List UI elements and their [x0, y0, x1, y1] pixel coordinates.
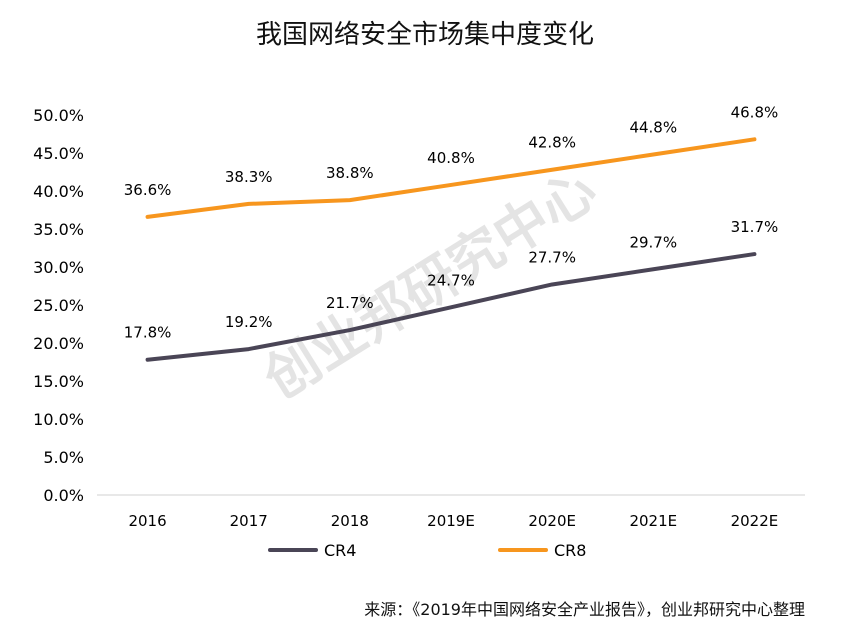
axes: 0.0% 5.0% 10.0% 15.0% 20.0% 25.0% 30.0% 35.0% 40… — [33, 106, 805, 530]
y-tick-label: 50.0% — [33, 106, 84, 125]
x-tick-label: 2020E — [528, 512, 576, 530]
y-tick-label: 45.0% — [33, 144, 84, 163]
y-tick-label: 0.0% — [43, 486, 84, 505]
y-tick-label: 25.0% — [33, 296, 84, 315]
x-tick-label: 2019E — [427, 512, 475, 530]
data-label-cr4: 19.2% — [225, 313, 273, 331]
series-layer — [145, 137, 757, 362]
x-tick-label: 2016 — [128, 512, 166, 530]
legend: CR4 CR8 — [268, 541, 586, 560]
data-label-cr4: 31.7% — [731, 218, 779, 236]
data-label-cr8: 44.8% — [629, 119, 677, 137]
y-tick-label: 20.0% — [33, 334, 84, 353]
chart-title: 我国网络安全市场集中度变化 — [255, 20, 594, 50]
x-tick-label: 2017 — [230, 512, 268, 530]
legend-label-cr8: CR8 — [554, 541, 586, 560]
y-tick-label: 30.0% — [33, 258, 84, 277]
data-label-cr8: 36.6% — [124, 181, 172, 199]
data-label-cr8: 40.8% — [427, 149, 475, 167]
data-label-cr8: 38.3% — [225, 168, 273, 186]
x-tick-label: 2018 — [331, 512, 369, 530]
data-label-cr4: 27.7% — [528, 248, 576, 266]
data-label-cr8: 46.8% — [731, 103, 779, 121]
data-label-cr4: 17.8% — [124, 324, 172, 342]
y-tick-label: 5.0% — [43, 448, 84, 467]
y-tick-label: 10.0% — [33, 410, 84, 429]
x-tick-label: 2021E — [629, 512, 677, 530]
series-line-cr4 — [145, 252, 757, 362]
series-line-cr8 — [145, 137, 757, 219]
labels-layer: 17.8% 19.2% 21.7% 24.7% 27.7% 29.7% 31.7% 36.6%… — [124, 103, 779, 341]
data-label-cr4: 24.7% — [427, 271, 475, 289]
legend-label-cr4: CR4 — [324, 541, 356, 560]
y-tick-label: 35.0% — [33, 220, 84, 239]
data-label-cr8: 42.8% — [528, 134, 576, 152]
data-label-cr8: 38.8% — [326, 164, 374, 182]
source-note: 来源：《2019年中国网络安全产业报告》，创业邦研究中心整理 — [364, 600, 805, 619]
y-tick-label: 15.0% — [33, 372, 84, 391]
y-tick-label: 40.0% — [33, 182, 84, 201]
data-label-cr4: 29.7% — [629, 233, 677, 251]
x-tick-label: 2022E — [731, 512, 779, 530]
data-label-cr4: 21.7% — [326, 294, 374, 312]
